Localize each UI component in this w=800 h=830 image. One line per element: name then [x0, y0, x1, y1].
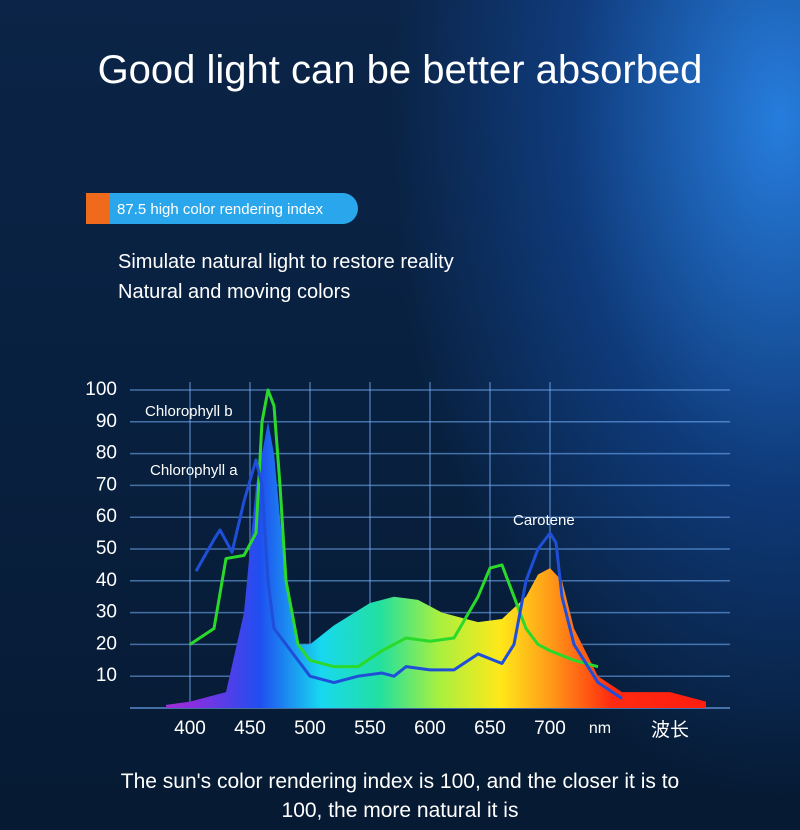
badge-text: 87.5 high color rendering index [117, 201, 323, 218]
y-tick-label: 80 [96, 443, 117, 464]
description-line: Natural and moving colors [118, 281, 351, 303]
annotation: Carotene [513, 512, 575, 529]
y-tick-label: 100 [85, 379, 117, 400]
y-tick-label: 20 [96, 633, 117, 654]
description-line: Simulate natural light to restore realit… [118, 251, 454, 273]
series-line [194, 458, 623, 700]
footer-text: The sun's color rendering index is 100, … [120, 770, 680, 822]
y-tick-label: 90 [96, 411, 117, 432]
y-tick-label: 50 [96, 538, 117, 559]
x-tick-label: 600 [414, 718, 446, 739]
annotation: Chlorophyll a [150, 462, 238, 479]
annotation: Chlorophyll b [145, 403, 233, 420]
x-tick-label: 650 [474, 718, 506, 739]
headline: Good light can be better absorbed [97, 48, 703, 92]
x-tick-label: 450 [234, 718, 266, 739]
x-tick-label: 500 [294, 718, 326, 739]
x-unit: nm [589, 720, 611, 737]
y-tick-label: 60 [96, 506, 117, 527]
y-tick-label: 30 [96, 602, 117, 623]
y-tick-label: 70 [96, 474, 117, 495]
series-line [189, 388, 599, 669]
spectrum-area [166, 421, 706, 708]
x-tick-label: 550 [354, 718, 386, 739]
y-tick-label: 10 [96, 665, 117, 686]
y-tick-label: 40 [96, 570, 117, 591]
badge [86, 193, 358, 224]
x-tick-label: 700 [534, 718, 566, 739]
x-tick-label: 400 [174, 718, 206, 739]
x-axis-label: 波长 [651, 719, 689, 741]
badge-accent [86, 193, 110, 224]
